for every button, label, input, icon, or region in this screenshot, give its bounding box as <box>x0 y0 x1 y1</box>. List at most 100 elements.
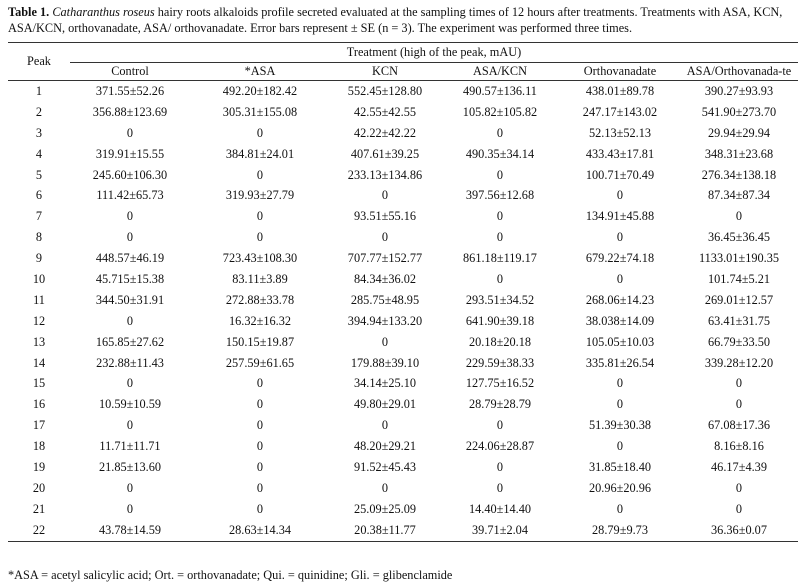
value-cell: 67.08±17.36 <box>707 418 771 433</box>
table-row: 18 11.71±11.71 0 48.20±29.21 224.06±28.87 0 8.… <box>8 436 798 457</box>
value-cell: 14.40±14.40 <box>468 501 532 516</box>
table-footnote: *ASA = acetyl salicylic acid; Ort. = ort… <box>8 568 453 582</box>
value-cell: 0 <box>381 480 389 495</box>
value-cell: 0 <box>496 459 504 474</box>
value-cell: 641.90±39.18 <box>465 313 535 328</box>
value-cell: 438.01±89.78 <box>585 83 655 98</box>
column-header: Control <box>70 62 190 81</box>
value-cell: 0 <box>616 397 624 412</box>
value-cell: 0 <box>381 418 389 433</box>
value-cell: 335.81±26.54 <box>585 355 655 370</box>
value-cell: 83.11±3.89 <box>232 271 288 286</box>
value-cell: 42.55±42.55 <box>353 104 417 119</box>
value-cell: 43.78±14.59 <box>70 519 190 542</box>
table-row: 4 319.91±15.55 384.81±24.01 407.61±39.25 490… <box>8 144 798 165</box>
table-row: 8 0 0 0 0 0 36.45±36.45 <box>8 227 798 248</box>
caption-text: hairy roots alkaloids profile secreted e… <box>8 5 783 35</box>
value-cell: 390.27±93.93 <box>704 83 774 98</box>
column-header: ASA/KCN <box>440 62 560 81</box>
value-cell: 111.42±65.73 <box>96 188 164 203</box>
table-row: 7 0 0 93.51±55.16 0 134.91±45.88 0 <box>8 206 798 227</box>
value-cell: 0 <box>256 418 264 433</box>
value-cell: 356.88±123.69 <box>92 104 168 119</box>
value-cell: 247.17±143.02 <box>582 104 658 119</box>
value-cell: 105.82±105.82 <box>462 104 538 119</box>
value-cell: 541.90±273.70 <box>701 104 777 119</box>
value-cell: 0 <box>256 167 264 182</box>
value-cell: 0 <box>256 230 264 245</box>
value-cell: 344.50±31.91 <box>95 292 165 307</box>
value-cell: 394.94±133.20 <box>347 313 423 328</box>
table-row: 6 111.42±65.73 319.93±27.79 0 397.56±12.68 0 8… <box>8 185 798 206</box>
caption-label: Table 1. <box>8 5 50 19</box>
value-cell: 150.15±19.87 <box>225 334 295 349</box>
value-cell: 20.18±20.18 <box>468 334 532 349</box>
value-cell: 0 <box>381 230 389 245</box>
value-cell: 51.39±30.38 <box>588 418 652 433</box>
value-cell: 165.85±27.62 <box>95 334 165 349</box>
peak-cell: 19 <box>32 459 46 474</box>
value-cell: 0 <box>616 230 624 245</box>
table-row: 16 10.59±10.59 0 49.80±29.01 28.79±28.79 0 0 <box>8 394 798 415</box>
value-cell: 25.09±25.09 <box>353 501 417 516</box>
value-cell: 93.51±55.16 <box>353 209 417 224</box>
value-cell: 0 <box>256 439 264 454</box>
peak-cell: 14 <box>32 355 46 370</box>
value-cell: 371.55±52.26 <box>95 83 165 98</box>
value-cell: 101.74±5.21 <box>707 271 771 286</box>
peak-cell: 16 <box>32 397 46 412</box>
peak-cell: 4 <box>35 146 43 161</box>
table-row: 13 165.85±27.62 150.15±19.87 0 20.18±20.18 10… <box>8 332 798 353</box>
value-cell: 0 <box>735 480 743 495</box>
value-cell: 0 <box>126 501 134 516</box>
value-cell: 407.61±39.25 <box>350 146 420 161</box>
table-row: 12 0 16.32±16.32 394.94±133.20 641.90±39.18 3… <box>8 311 798 332</box>
value-cell: 0 <box>616 271 624 286</box>
peak-cell: 18 <box>32 439 46 454</box>
peak-cell: 5 <box>35 167 43 182</box>
value-cell: 8.16±8.16 <box>714 439 764 454</box>
value-cell: 723.43±108.30 <box>222 251 298 266</box>
value-cell: 348.31±23.68 <box>704 146 774 161</box>
value-cell: 0 <box>616 376 624 391</box>
value-cell: 276.34±138.18 <box>701 167 777 182</box>
table-row: 11 344.50±31.91 272.88±33.78 285.75±48.95 29… <box>8 290 798 311</box>
column-header: *ASA <box>190 62 330 81</box>
table-row: 2 356.88±123.69 305.31±155.08 42.55±42.55 10… <box>8 102 798 123</box>
value-cell: 127.75±16.52 <box>465 376 535 391</box>
value-cell: 397.56±12.68 <box>465 188 535 203</box>
table-row: 9 448.57±46.19 723.43±108.30 707.77±152.77 8… <box>8 248 798 269</box>
value-cell: 319.93±27.79 <box>225 188 295 203</box>
value-cell: 11.71±11.71 <box>99 439 161 454</box>
value-cell: 0 <box>381 334 389 349</box>
value-cell: 490.35±34.14 <box>465 146 535 161</box>
value-cell: 0 <box>126 376 134 391</box>
peak-cell: 6 <box>35 188 43 203</box>
value-cell: 0 <box>256 459 264 474</box>
value-cell: 91.52±45.43 <box>353 459 417 474</box>
value-cell: 179.88±39.10 <box>350 355 420 370</box>
value-cell: 0 <box>616 439 624 454</box>
value-cell: 0 <box>256 125 264 140</box>
value-cell: 28.79±28.79 <box>468 397 532 412</box>
value-cell: 84.34±36.02 <box>353 271 417 286</box>
value-cell: 10.59±10.59 <box>98 397 162 412</box>
peak-cell: 21 <box>32 501 46 516</box>
value-cell: 52.13±52.13 <box>588 125 652 140</box>
value-cell: 105.05±10.03 <box>585 334 655 349</box>
table-row: 5 245.60±106.30 0 233.13±134.86 0 100.71±70.4… <box>8 165 798 186</box>
peak-cell: 11 <box>33 292 45 307</box>
value-cell: 39.71±2.04 <box>440 519 560 542</box>
table-row: 14 232.88±11.43 257.59±61.65 179.88±39.10 22… <box>8 353 798 374</box>
table-row: 21 0 0 25.09±25.09 14.40±14.40 0 0 <box>8 499 798 520</box>
value-cell: 272.88±33.78 <box>225 292 295 307</box>
value-cell: 229.59±38.33 <box>465 355 535 370</box>
value-cell: 1133.01±190.35 <box>698 251 780 266</box>
value-cell: 0 <box>616 188 624 203</box>
value-cell: 257.59±61.65 <box>225 355 295 370</box>
value-cell: 245.60±106.30 <box>92 167 168 182</box>
value-cell: 48.20±29.21 <box>353 439 417 454</box>
table-row: 15 0 0 34.14±25.10 127.75±16.52 0 0 <box>8 373 798 394</box>
value-cell: 0 <box>126 313 134 328</box>
value-cell: 0 <box>126 230 134 245</box>
